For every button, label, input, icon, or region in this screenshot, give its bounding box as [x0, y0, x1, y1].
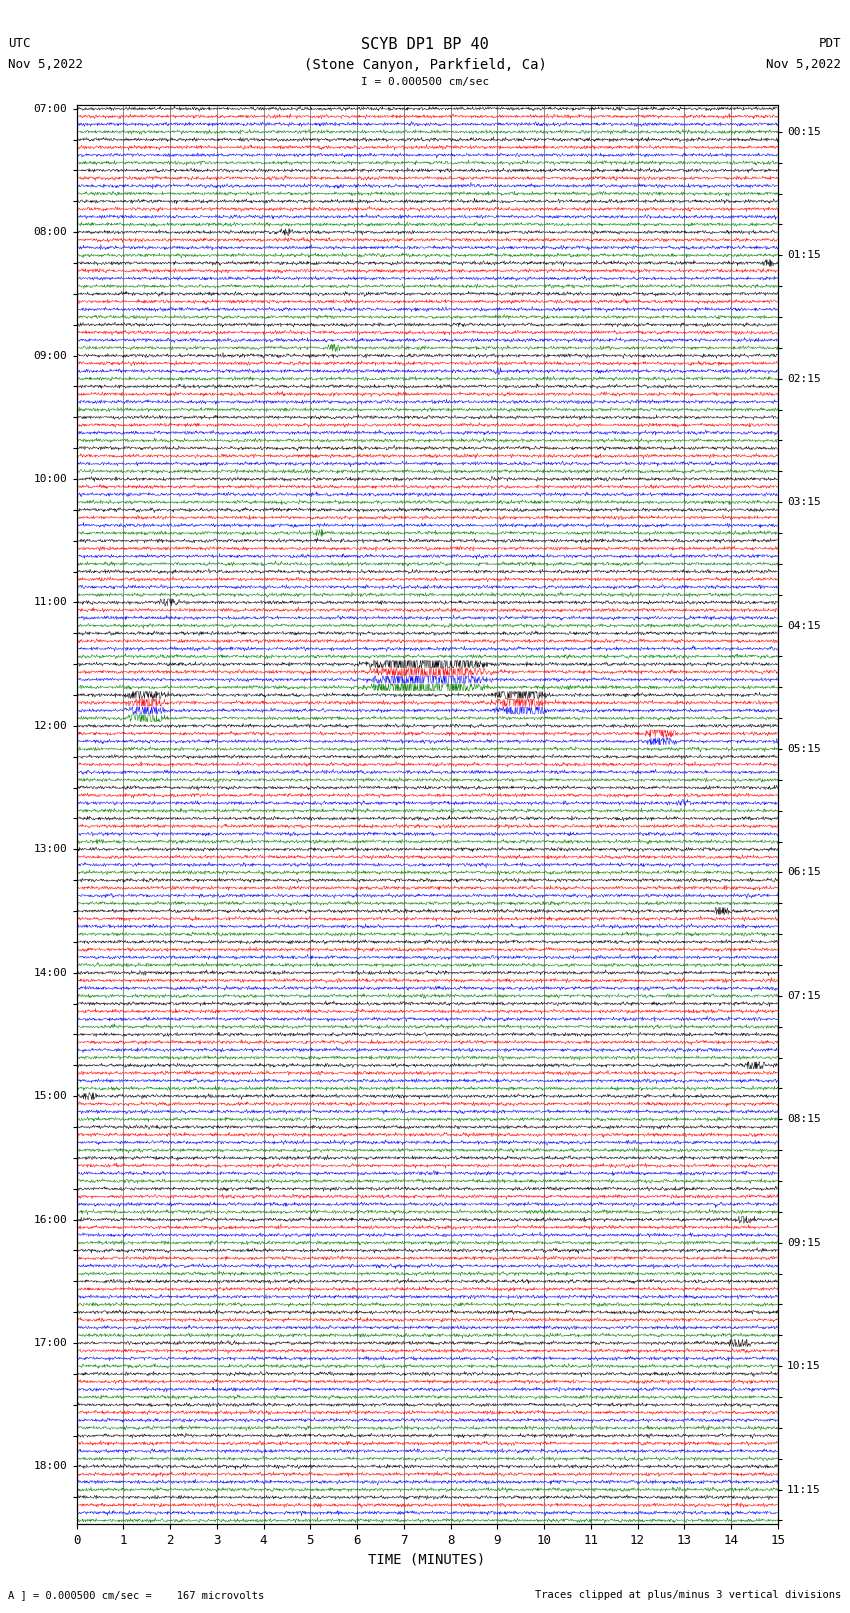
Text: SCYB DP1 BP 40: SCYB DP1 BP 40 — [361, 37, 489, 52]
Text: A ] = 0.000500 cm/sec =    167 microvolts: A ] = 0.000500 cm/sec = 167 microvolts — [8, 1590, 264, 1600]
X-axis label: TIME (MINUTES): TIME (MINUTES) — [369, 1553, 485, 1566]
Text: Traces clipped at plus/minus 3 vertical divisions: Traces clipped at plus/minus 3 vertical … — [536, 1590, 842, 1600]
Text: Nov 5,2022: Nov 5,2022 — [8, 58, 83, 71]
Text: (Stone Canyon, Parkfield, Ca): (Stone Canyon, Parkfield, Ca) — [303, 58, 547, 73]
Text: I = 0.000500 cm/sec: I = 0.000500 cm/sec — [361, 77, 489, 87]
Text: Nov 5,2022: Nov 5,2022 — [767, 58, 842, 71]
Text: PDT: PDT — [819, 37, 842, 50]
Text: UTC: UTC — [8, 37, 31, 50]
